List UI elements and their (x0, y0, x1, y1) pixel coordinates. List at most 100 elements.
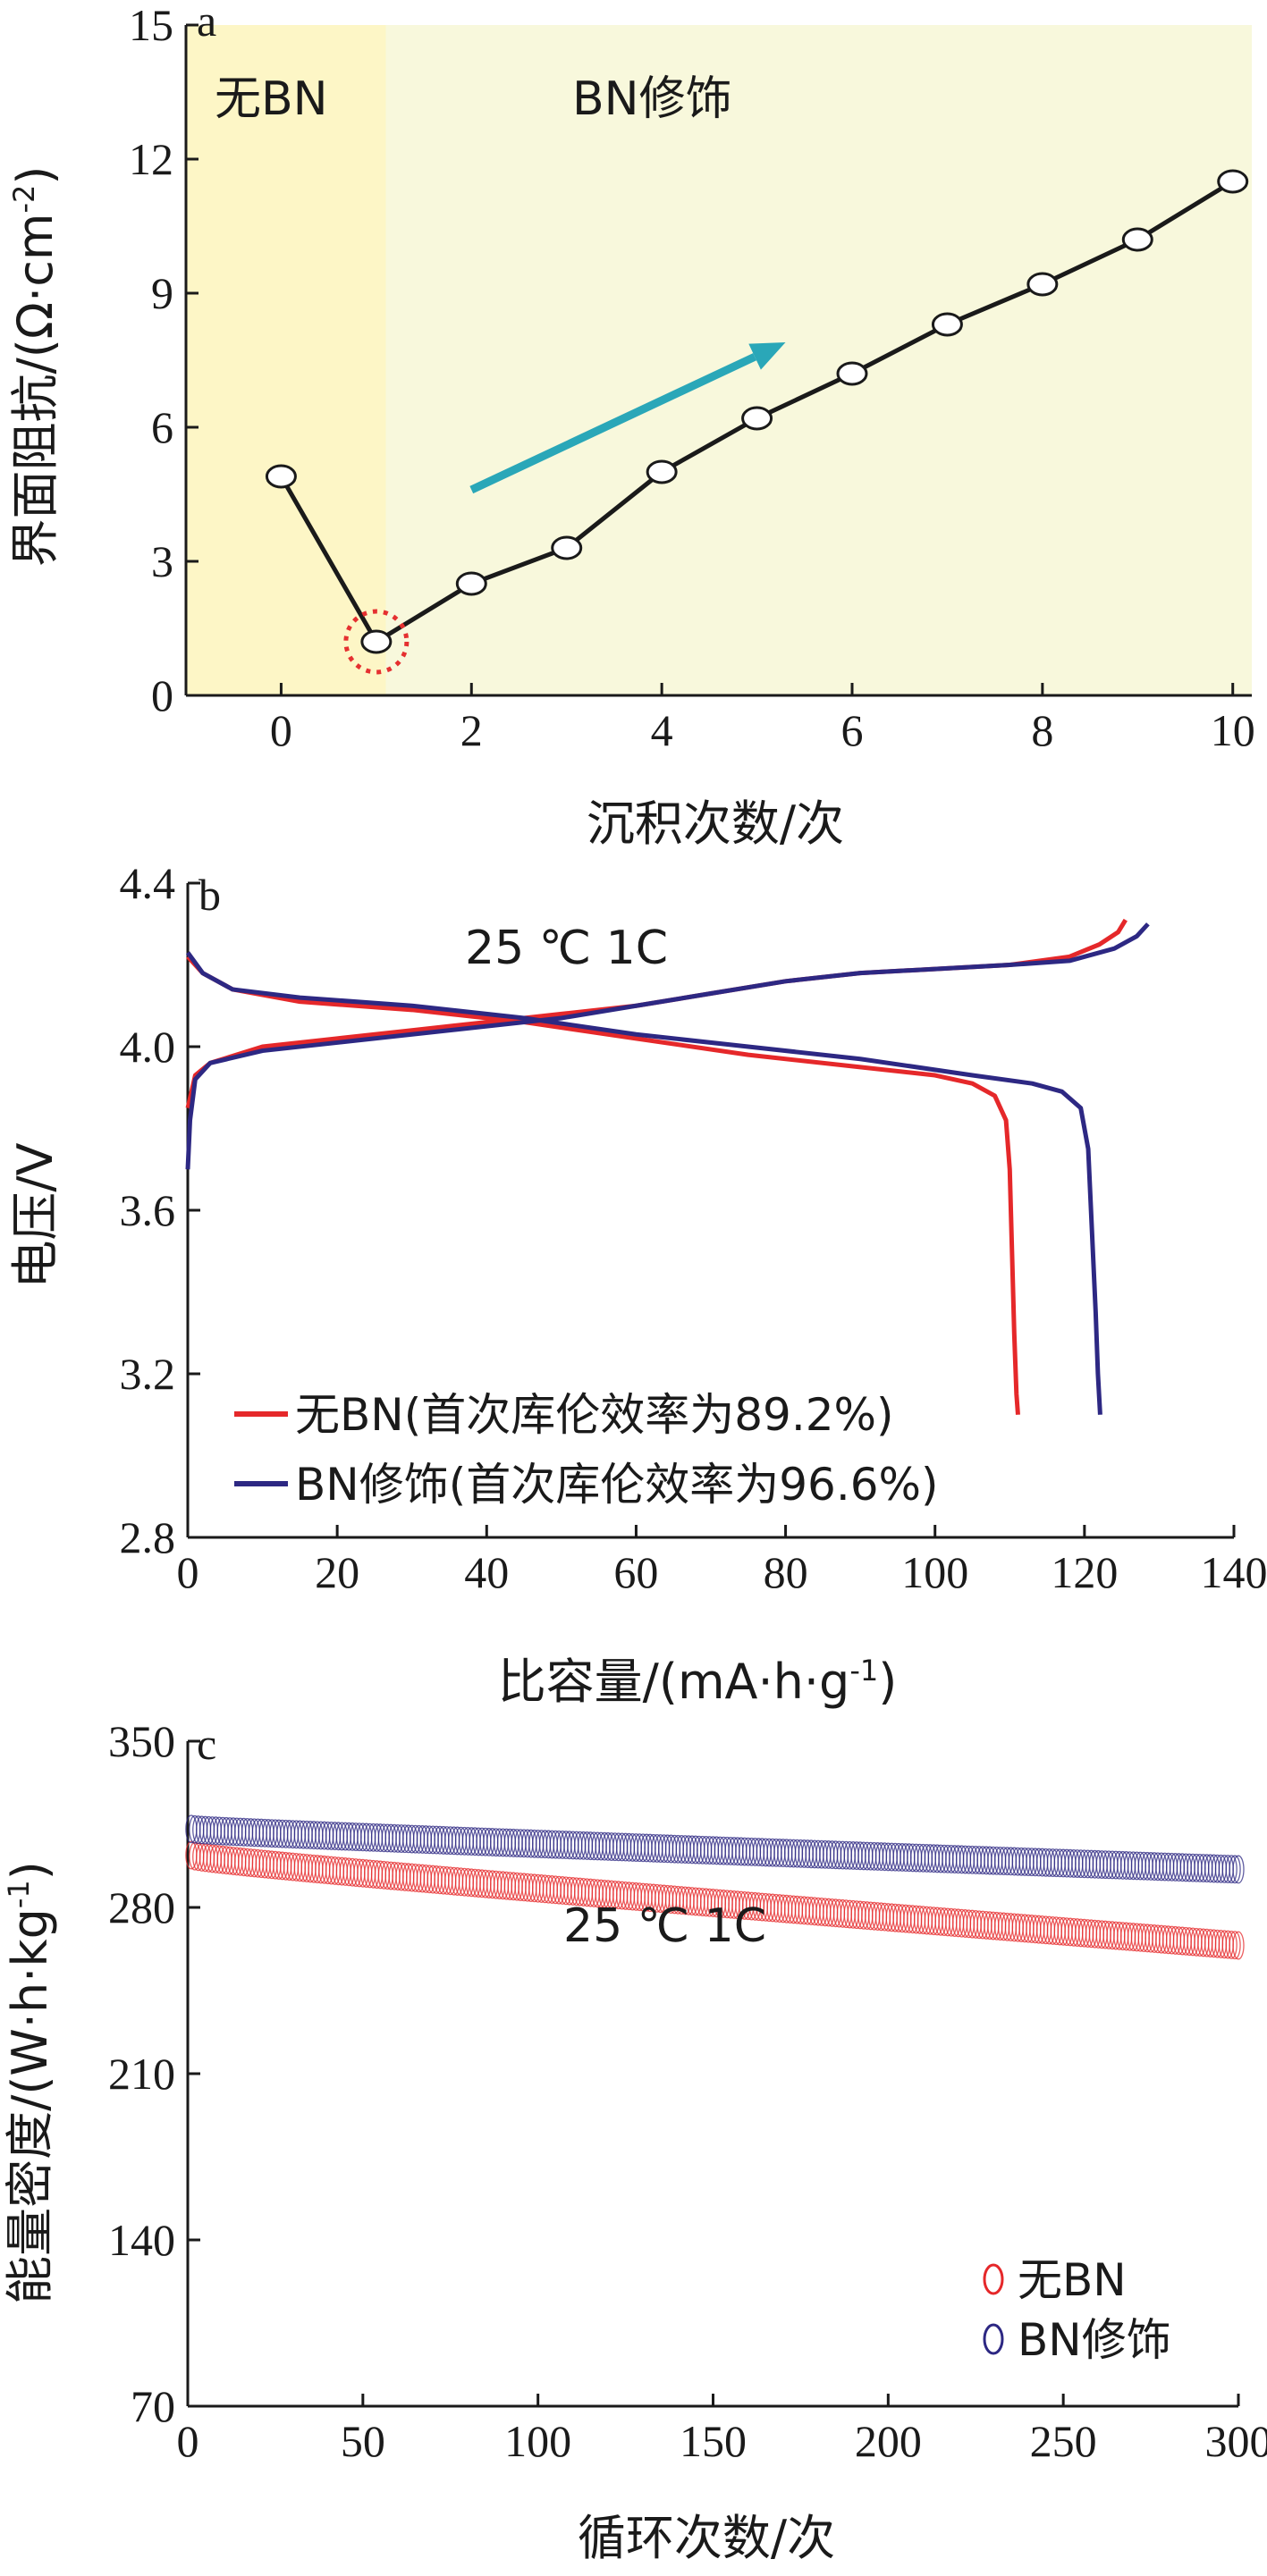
impedance-point (931, 312, 963, 337)
energy-density-point (1225, 1930, 1237, 1959)
x-tick-label: 100 (901, 1547, 968, 1597)
legend-marker-no-bn (983, 2263, 1004, 2295)
panel-b-x-axis-label: 比容量/(mA·h·g-1) (498, 1654, 898, 1710)
y-tick-label: 210 (108, 2049, 175, 2099)
panel-a-x-ticks: 0 2 4 6 8 10 (270, 683, 1255, 755)
panel-c-energy-density-chart: c 25 ℃ 1C 无BN BN修饰 0 50 100 150 200 250 300 70… (2, 1716, 1267, 2566)
x-tick-label: 4 (651, 705, 673, 755)
panel-b-y-axis-label: 电压/V (7, 1142, 63, 1288)
panel-a-regions (186, 25, 1252, 695)
y-tick-label: 70 (131, 2381, 175, 2431)
panel-b-legend: 无BN(首次库伦效率为89.2%) BN修饰(首次库伦效率为96.6%) (234, 1389, 939, 1511)
panel-c-legend: 无BN BN修饰 (983, 2254, 1171, 2366)
x-tick-label: 300 (1205, 2416, 1267, 2466)
energy-density-point (1229, 1855, 1241, 1884)
impedance-point (741, 406, 773, 431)
panel-a-label: a (197, 0, 216, 46)
panel-b-condition-annotation: 25 ℃ 1C (465, 922, 668, 975)
panel-c-y-axis-label: 能量密度/(W·h·kg-1) (2, 1861, 58, 2304)
legend-marker-bn-modified (983, 2323, 1004, 2355)
y-tick-label: 9 (151, 268, 173, 318)
x-tick-label: 0 (177, 2416, 199, 2466)
trend-arrow (469, 342, 786, 494)
trend-arrow-shaft (469, 353, 757, 494)
panel-a-axes (184, 25, 1252, 697)
x-tick-label: 50 (341, 2416, 385, 2466)
x-tick-label: 200 (855, 2416, 922, 2466)
panel-a-y-axis-label: 界面阻抗/(Ω·cm-2) (7, 166, 63, 568)
no-bn-scatter-series (185, 1840, 1245, 1960)
y-tick-label: 15 (129, 0, 173, 50)
y-tick-label: 3.2 (120, 1349, 176, 1399)
legend-label-bn-modified-c: BN修饰 (1018, 2314, 1171, 2366)
panel-a-impedance-chart: a 无BN BN修饰 0 2 4 6 8 10 0 3 6 9 12 15 沉积次数/次 界面阻抗/… (7, 0, 1255, 852)
panel-b-y-ticks: 2.8 3.2 3.6 4.0 4.4 (120, 858, 200, 1562)
impedance-point (1217, 169, 1249, 194)
y-tick-label: 3.6 (120, 1185, 176, 1235)
y-tick-label: 280 (108, 1882, 175, 1932)
impedance-point (455, 571, 487, 596)
y-tick-label: 350 (108, 1716, 175, 1766)
impedance-point (1026, 272, 1059, 297)
region-label-no-bn: 无BN (215, 72, 328, 126)
legend-label-no-bn-c: 无BN (1018, 2254, 1127, 2306)
bn-modified-charge-curve (185, 922, 1150, 1170)
impedance-point (360, 629, 393, 654)
panel-c-scatter-bands (185, 1814, 1245, 1960)
panel-a-y-ticks: 0 3 6 9 12 15 (129, 0, 198, 720)
y-tick-label: 3 (151, 536, 173, 586)
x-tick-label: 20 (315, 1547, 359, 1597)
bn-modified-discharge-curve (185, 951, 1102, 1415)
panel-b-x-ticks: 0 20 40 60 80 100 120 140 (177, 1525, 1267, 1597)
x-tick-label: 10 (1211, 705, 1255, 755)
x-tick-label: 40 (464, 1547, 509, 1597)
x-tick-label: 0 (177, 1547, 199, 1597)
y-tick-label: 4.4 (120, 858, 176, 908)
y-tick-label: 140 (108, 2215, 175, 2265)
x-tick-label: 80 (764, 1547, 808, 1597)
panel-c-condition-annotation: 25 ℃ 1C (563, 1899, 766, 1953)
y-tick-label: 6 (151, 402, 173, 452)
x-tick-label: 100 (504, 2416, 571, 2466)
no-bn-discharge-curve (186, 955, 1020, 1415)
region-label-bn-modified: BN修饰 (572, 72, 732, 126)
x-tick-label: 60 (613, 1547, 658, 1597)
panel-b-curves (185, 918, 1150, 1415)
impedance-point (1121, 227, 1153, 252)
energy-density-point (1232, 1855, 1245, 1884)
x-tick-label: 250 (1030, 2416, 1097, 2466)
energy-density-point (1232, 1931, 1245, 1960)
impedance-point (265, 464, 297, 489)
y-tick-label: 0 (151, 670, 173, 720)
x-tick-label: 140 (1201, 1547, 1267, 1597)
impedance-point (836, 361, 868, 386)
legend-label-bn-modified: BN修饰(首次库伦效率为96.6%) (295, 1459, 939, 1511)
trend-arrow-head (748, 342, 786, 370)
bn-modified-scatter-series (185, 1814, 1245, 1884)
panel-c-label: c (197, 1719, 216, 1769)
impedance-point (646, 459, 678, 484)
y-tick-label: 4.0 (120, 1022, 176, 1072)
impedance-series-points (265, 169, 1249, 675)
region-background-1 (385, 25, 1252, 695)
highlight-circle (343, 609, 410, 675)
region-background-0 (186, 25, 386, 695)
legend-label-no-bn: 无BN(首次库伦效率为89.2%) (295, 1389, 894, 1441)
impedance-point (551, 535, 583, 560)
x-tick-label: 8 (1031, 705, 1053, 755)
x-tick-label: 150 (680, 2416, 747, 2466)
x-tick-label: 6 (841, 705, 864, 755)
energy-density-point (1225, 1855, 1237, 1884)
panel-b-voltage-chart: b 25 ℃ 1C 无BN(首次库伦效率为89.2%) BN修饰(首次库伦效率为… (7, 858, 1267, 1710)
panel-c-x-ticks: 0 50 100 150 200 250 300 (177, 2394, 1267, 2466)
x-tick-label: 2 (460, 705, 483, 755)
energy-density-point (1229, 1931, 1241, 1960)
panel-a-x-axis-label: 沉积次数/次 (587, 796, 844, 852)
panel-c-x-axis-label: 循环次数/次 (578, 2510, 835, 2566)
panel-b-label: b (198, 870, 221, 920)
panel-c-y-ticks: 70 140 210 280 350 (108, 1716, 200, 2431)
x-tick-label: 120 (1051, 1547, 1118, 1597)
y-tick-label: 2.8 (120, 1512, 176, 1562)
x-tick-label: 0 (270, 705, 292, 755)
